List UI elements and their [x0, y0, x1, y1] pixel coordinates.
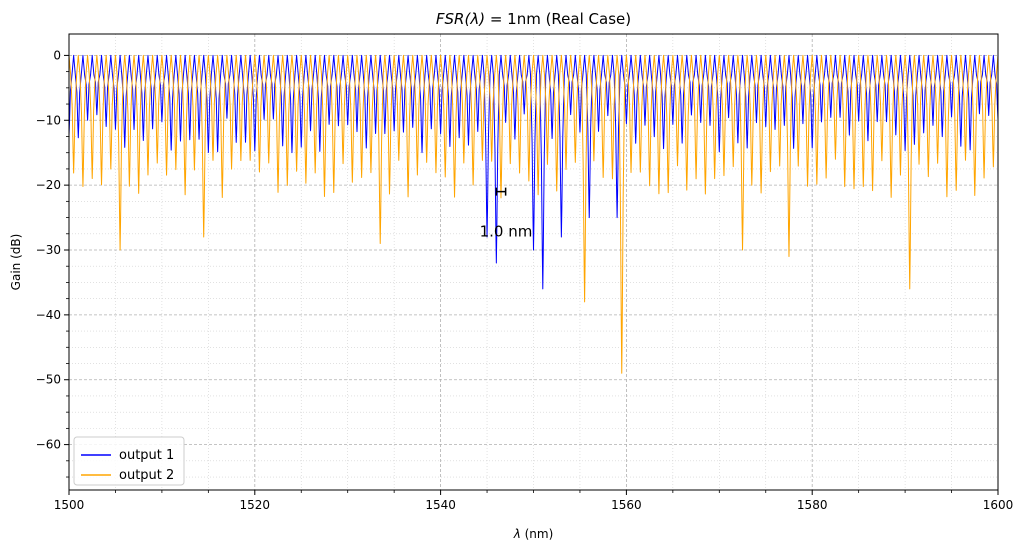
x-tick-label: 1540	[425, 498, 456, 512]
y-tick-label: −20	[36, 178, 61, 192]
x-tick-label: 1520	[240, 498, 271, 512]
legend: output 1 output 2	[74, 437, 184, 485]
y-tick-label: 0	[53, 48, 61, 62]
y-tick-label: −60	[36, 438, 61, 452]
series-group	[50, 55, 1014, 373]
y-tick-label: −30	[36, 243, 61, 257]
y-tick-label: −40	[36, 308, 61, 322]
chart-title-rest: = 1nm (Real Case)	[485, 10, 631, 28]
y-axis-label: Gain (dB)	[9, 234, 23, 291]
legend-label-output-2: output 2	[119, 468, 174, 483]
x-axis-label-rest: (nm)	[521, 527, 553, 541]
x-axis-label-italic: λ	[513, 527, 521, 541]
x-tick-label: 1560	[611, 498, 642, 512]
fsr-annotation-label: 1.0 nm	[480, 223, 533, 241]
series-line-output-1	[55, 55, 1010, 289]
chart-title-italic: FSR(λ)	[436, 10, 485, 28]
x-tick-label: 1600	[983, 498, 1014, 512]
y-tick-label: −10	[36, 113, 61, 127]
y-tick-label: −50	[36, 373, 61, 387]
grid	[69, 34, 998, 490]
x-tick-label: 1500	[54, 498, 85, 512]
legend-label-output-1: output 1	[119, 448, 174, 463]
chart-title: FSR(λ) = 1nm (Real Case)	[436, 10, 631, 28]
x-tick-label: 1580	[797, 498, 828, 512]
x-axis-label: λ (nm)	[513, 527, 554, 541]
